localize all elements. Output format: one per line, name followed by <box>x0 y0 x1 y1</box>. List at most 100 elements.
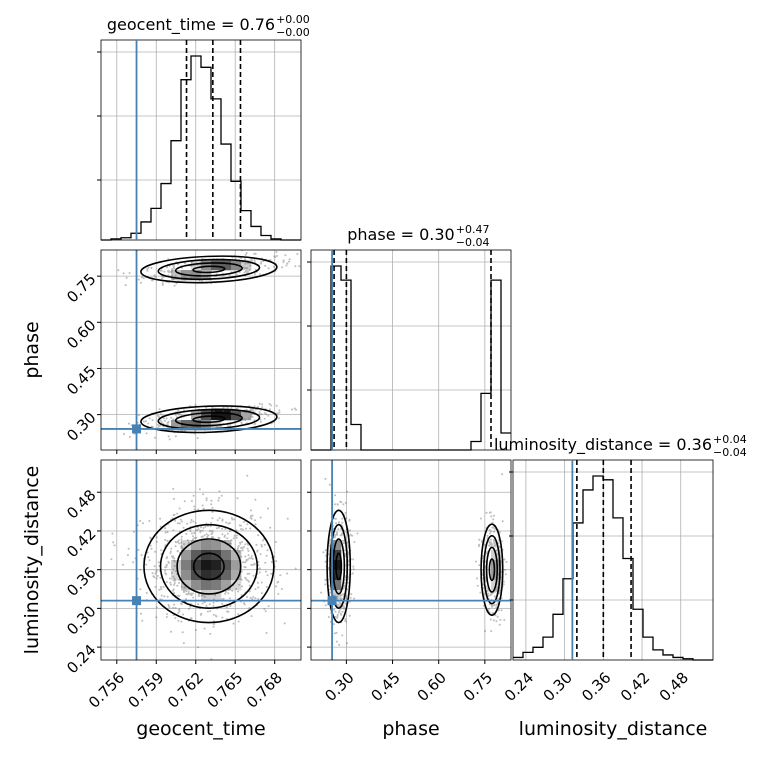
scatter-content <box>320 473 508 646</box>
density-cell <box>181 540 192 551</box>
panel-title: luminosity_distance = 0.36 <box>494 435 712 455</box>
scatter-points <box>320 473 508 646</box>
contour <box>480 523 504 616</box>
density-cell <box>221 410 232 421</box>
density-cell <box>331 550 342 561</box>
contour <box>140 255 278 284</box>
panel-frame <box>512 459 714 661</box>
scatter-panel-luminosity_distance-vs-phase <box>307 459 512 664</box>
contour <box>157 258 261 281</box>
hist-panel-phase: phase = 0.30 +0.47−0.04 <box>307 223 512 451</box>
truth-marker <box>327 596 337 606</box>
title-minus: −0.04 <box>713 446 747 459</box>
density-cell <box>171 420 182 431</box>
y-axis-label: luminosity_distance <box>21 466 43 655</box>
density-cell <box>221 560 232 571</box>
scatter-panel-luminosity_distance-vs-geocent_time <box>97 459 302 664</box>
density-cell <box>191 570 202 581</box>
density-cell <box>201 560 212 571</box>
density-cell <box>201 540 212 551</box>
density-cell <box>201 590 212 601</box>
contour <box>329 523 349 610</box>
density-cell <box>331 590 342 601</box>
y-tick-label: 0.48 <box>63 486 99 522</box>
contour <box>485 546 499 593</box>
density-cell <box>171 560 182 571</box>
panel-title: geocent_time = 0.76 <box>107 15 275 35</box>
density-cell <box>211 260 222 271</box>
y-tick-label: 0.30 <box>63 408 99 444</box>
density-cell <box>221 260 232 271</box>
x-tick-label: 0.75 <box>460 669 496 705</box>
y-tick-label: 0.60 <box>63 316 99 352</box>
x-axis-label: luminosity_distance <box>519 718 708 740</box>
x-tick-label: 0.60 <box>414 669 450 705</box>
density-cell <box>221 570 232 581</box>
contour <box>140 405 278 434</box>
title-plus: +0.00 <box>276 13 310 26</box>
density-cell <box>171 570 182 581</box>
x-tick-label: 0.45 <box>368 669 404 705</box>
density-cell <box>171 270 182 281</box>
density-cell <box>201 570 212 581</box>
contour <box>192 415 226 424</box>
density-cell <box>221 540 232 551</box>
scatter-content <box>110 474 297 660</box>
density-cell <box>201 580 212 591</box>
y-tick-label: 0.75 <box>63 270 99 306</box>
x-tick-label: 0.768 <box>243 669 286 712</box>
density-cell <box>181 570 192 581</box>
density-cell <box>211 590 222 601</box>
density-cell <box>491 560 502 571</box>
density-cell <box>191 560 202 571</box>
x-tick-label: 0.765 <box>203 669 246 712</box>
density-cell <box>181 550 192 561</box>
density-cell <box>191 540 202 551</box>
x-tick-label: 0.24 <box>501 669 537 705</box>
density-cell <box>231 550 242 561</box>
density-cell <box>241 260 252 271</box>
density-cell <box>211 410 222 421</box>
title-plus: +0.47 <box>456 223 490 236</box>
contour <box>192 265 226 274</box>
title-plus: +0.04 <box>713 433 747 446</box>
density-cell <box>201 550 212 561</box>
hist-steps <box>101 55 301 241</box>
contour <box>174 411 243 427</box>
density-cell <box>191 550 202 561</box>
x-tick-label: 0.36 <box>578 669 614 705</box>
density-cell <box>191 260 202 271</box>
x-tick-label: 0.759 <box>124 669 167 712</box>
contour <box>143 509 275 624</box>
x-tick-label: 0.762 <box>164 669 207 712</box>
contour <box>159 523 259 610</box>
hist-steps <box>311 265 511 451</box>
density-cell <box>211 560 222 571</box>
density-cell <box>201 410 212 421</box>
density-cell <box>231 560 242 571</box>
x-axis-label: geocent_time <box>136 718 265 740</box>
truth-marker <box>132 424 142 434</box>
scatter-content <box>101 250 301 441</box>
contour <box>174 262 243 277</box>
x-tick-label: 0.48 <box>656 669 692 705</box>
panel-frame <box>100 249 302 451</box>
x-tick-label: 0.42 <box>617 669 653 705</box>
y-tick-label: 0.30 <box>63 602 99 638</box>
density-cell <box>201 260 212 271</box>
y-tick-label: 0.36 <box>63 563 99 599</box>
density-cell <box>221 550 232 561</box>
truth-marker <box>132 596 142 606</box>
hist-steps <box>513 475 713 661</box>
contour <box>488 558 496 582</box>
density-cell <box>241 410 252 421</box>
contour <box>192 552 225 581</box>
x-tick-label: 0.756 <box>85 669 128 712</box>
density-cell <box>181 560 192 571</box>
density-cell <box>331 540 342 551</box>
density-cell <box>191 580 202 591</box>
density-cell <box>211 580 222 591</box>
density-cell <box>231 580 242 591</box>
title-minus: −0.00 <box>276 26 310 39</box>
